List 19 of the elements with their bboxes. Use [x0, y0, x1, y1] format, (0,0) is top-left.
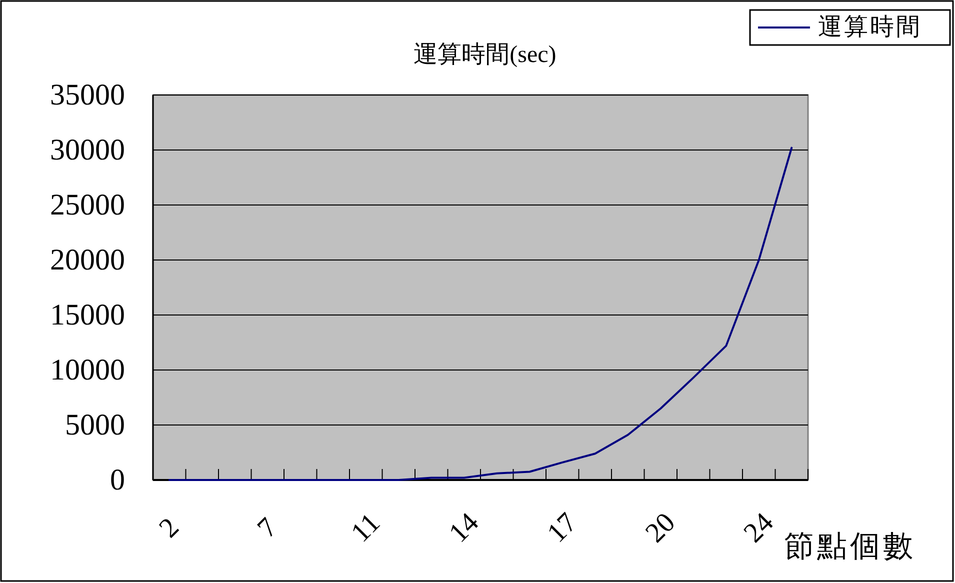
x-tick-label: 24: [738, 507, 780, 549]
x-tick-label: 14: [443, 507, 485, 549]
y-tick-label: 35000: [50, 78, 125, 112]
y-tick-label: 5000: [65, 408, 125, 442]
legend-label: 運算時間: [818, 14, 922, 40]
x-tick-label: 20: [640, 507, 682, 549]
x-tick-label: 17: [542, 507, 584, 549]
x-tick-label: 7: [252, 512, 284, 544]
x-axis-title: 節點個數: [784, 530, 916, 563]
x-tick-label: 11: [345, 508, 386, 548]
x-tick-label: 2: [153, 512, 186, 544]
chart-title: 運算時間(sec): [414, 42, 556, 68]
y-tick-label: 30000: [50, 134, 125, 166]
y-tick-label: 25000: [50, 188, 125, 222]
y-tick-label: 15000: [50, 298, 125, 332]
y-tick-label: 0: [110, 464, 125, 496]
y-tick-label: 20000: [50, 244, 125, 276]
line-series: [168, 146, 793, 481]
y-tick-label: 10000: [50, 354, 125, 386]
